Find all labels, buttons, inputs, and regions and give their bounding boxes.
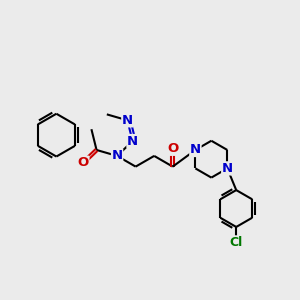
Text: N: N [222, 162, 233, 175]
Text: O: O [78, 156, 89, 169]
Text: O: O [167, 142, 178, 155]
Text: N: N [127, 135, 138, 148]
Text: N: N [112, 149, 123, 162]
Text: Cl: Cl [230, 236, 243, 249]
Text: N: N [122, 114, 133, 127]
Text: N: N [190, 143, 201, 157]
